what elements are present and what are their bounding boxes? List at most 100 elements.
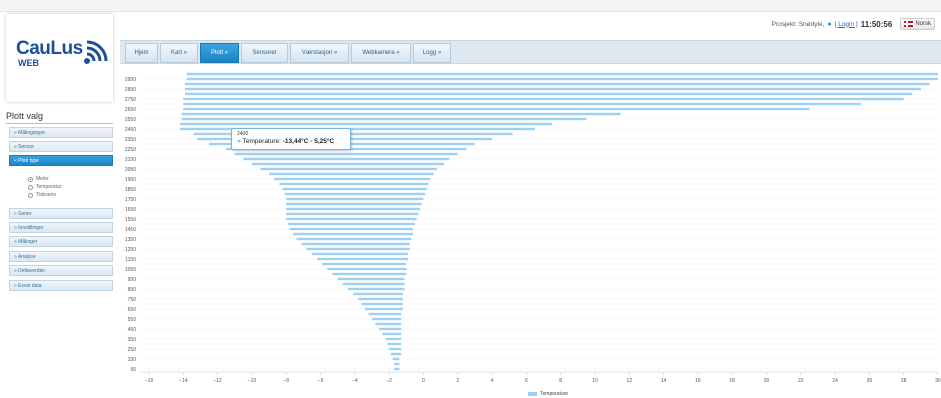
nav-kart[interactable]: Kart » — [160, 43, 198, 63]
sidebar-item-serier[interactable]: » Serier — [9, 208, 113, 219]
temperature-bar[interactable] — [293, 232, 414, 236]
radio-empty-icon — [28, 192, 33, 198]
temperature-bar[interactable] — [389, 347, 402, 351]
radio-label: Temperatur — [36, 184, 62, 190]
radio-label: Tidsserie — [36, 192, 57, 198]
temperature-bar[interactable] — [274, 177, 431, 181]
login-link[interactable]: [ Login ] — [834, 20, 858, 28]
temperature-bar[interactable] — [353, 292, 403, 296]
y-tick-label: 2250 — [125, 147, 136, 153]
y-tick-label: 50 — [130, 367, 136, 373]
temperature-bar[interactable] — [251, 162, 445, 166]
temperature-bar[interactable] — [186, 77, 938, 81]
temperature-bar[interactable] — [317, 257, 408, 261]
temperature-bar[interactable] — [390, 352, 402, 356]
temperature-bar[interactable] — [382, 332, 402, 336]
y-tick-label: 1550 — [125, 217, 136, 223]
temperature-bar[interactable] — [387, 342, 402, 346]
temperature-bar[interactable] — [392, 357, 400, 361]
temperature-bar[interactable] — [286, 217, 417, 221]
temperature-bar[interactable] — [322, 262, 407, 266]
temperature-bar[interactable] — [306, 247, 410, 251]
nav-hjem[interactable]: Hjem — [125, 43, 158, 63]
y-tick-label: 2950 — [125, 77, 136, 83]
temperature-bar[interactable] — [327, 267, 407, 271]
nav-webkamera[interactable]: Webkamera » — [351, 43, 411, 63]
temperature-bar[interactable] — [286, 207, 421, 211]
nav-logg[interactable]: Logg » — [413, 43, 451, 63]
nav-vaerstasjon[interactable]: Værstasjon » — [290, 43, 349, 63]
temperature-bar[interactable] — [179, 122, 553, 126]
temperature-bar[interactable] — [311, 252, 408, 256]
temperature-bar[interactable] — [385, 337, 402, 341]
temperature-bar[interactable] — [279, 182, 429, 186]
tooltip-series: Temperature: — [242, 138, 281, 145]
temperature-bar[interactable] — [375, 322, 402, 326]
y-tick-label: 1050 — [125, 267, 136, 273]
temperature-bar[interactable] — [368, 312, 402, 316]
y-tick-label: 2750 — [125, 97, 136, 103]
x-tick-label: 28 — [901, 378, 907, 384]
temperature-bar[interactable] — [287, 222, 415, 226]
chart-legend[interactable]: Temperature — [528, 391, 568, 397]
sidebar-item-excel-data[interactable]: » Excel data — [9, 280, 113, 291]
chart-bars — [179, 72, 938, 371]
temperature-bar[interactable] — [394, 362, 400, 366]
temperature-bar[interactable] — [185, 82, 930, 86]
sidebar-item-innstillinger[interactable]: » Innstillinger — [9, 222, 113, 233]
temperature-bar[interactable] — [183, 97, 904, 101]
temperature-bar[interactable] — [347, 287, 405, 291]
sidebar-item-sensor[interactable]: » Sensor — [9, 141, 113, 152]
temperature-bar[interactable] — [179, 127, 535, 131]
temperature-bar[interactable] — [286, 202, 422, 206]
language-label: Norsk — [915, 21, 931, 27]
temperature-bar[interactable] — [394, 367, 400, 371]
y-tick-label: 150 — [128, 357, 137, 363]
temperature-bar[interactable] — [337, 277, 405, 281]
y-axis-ticks: 2950 2850 2750 2650 2550 2450 2350 2250 2150 2050… — [125, 77, 136, 373]
temperature-bar[interactable] — [282, 187, 427, 191]
temperature-bar[interactable] — [183, 107, 810, 111]
temperature-bar[interactable] — [185, 92, 913, 96]
sidebar-item-plott-type[interactable]: « Plott type — [9, 155, 113, 166]
temperature-bar[interactable] — [234, 152, 458, 156]
sidebar-item-malinger[interactable]: » Målinger — [9, 236, 113, 247]
temperature-bar[interactable] — [286, 212, 419, 216]
nav-plott[interactable]: Plott » — [200, 43, 239, 63]
radio-meter[interactable]: Meter — [28, 176, 49, 182]
radio-selected-icon — [28, 176, 33, 182]
temperature-bar[interactable] — [193, 132, 513, 136]
temperature-bar[interactable] — [358, 297, 403, 301]
sidebar-item-deltaverdier[interactable]: » Deltaverdier — [9, 265, 113, 276]
temperature-bar[interactable] — [260, 167, 438, 171]
temperature-bar[interactable] — [243, 157, 450, 161]
temperature-bar[interactable] — [301, 242, 410, 246]
temperature-bar[interactable] — [371, 317, 402, 321]
radio-tidsserie[interactable]: Tidsserie — [28, 192, 56, 198]
temperature-bar[interactable] — [289, 227, 414, 231]
y-tick-label: 1850 — [125, 187, 136, 193]
temperature-bar[interactable] — [378, 327, 402, 331]
sidebar-item-analyse[interactable]: » Analyse — [9, 251, 113, 262]
temperature-bar[interactable] — [342, 282, 405, 286]
temperature-bar[interactable] — [269, 172, 434, 176]
language-button[interactable]: Norsk — [900, 18, 935, 30]
temperature-bar[interactable] — [284, 192, 426, 196]
temperature-bar[interactable] — [361, 302, 403, 306]
sidebar-item-malingstype[interactable]: » Målingstype — [9, 127, 113, 138]
temperature-bar[interactable] — [365, 307, 403, 311]
temperature-bar[interactable] — [332, 272, 407, 276]
temperature-bar[interactable] — [296, 237, 412, 241]
temperature-bar[interactable] — [186, 72, 938, 76]
y-tick-label: 2350 — [125, 137, 136, 143]
nav-sensorer[interactable]: Sensorer — [241, 43, 288, 63]
temperature-bar[interactable] — [181, 117, 587, 121]
temperature-bar[interactable] — [183, 102, 861, 106]
y-tick-label: 850 — [128, 287, 137, 293]
logo[interactable]: CauLus WEB — [6, 14, 113, 102]
radio-temperatur[interactable]: Temperatur — [28, 184, 61, 190]
temperature-bar[interactable] — [286, 197, 424, 201]
x-tick-label: 8 — [559, 378, 562, 384]
temperature-bar[interactable] — [181, 112, 621, 116]
temperature-bar[interactable] — [185, 87, 921, 91]
